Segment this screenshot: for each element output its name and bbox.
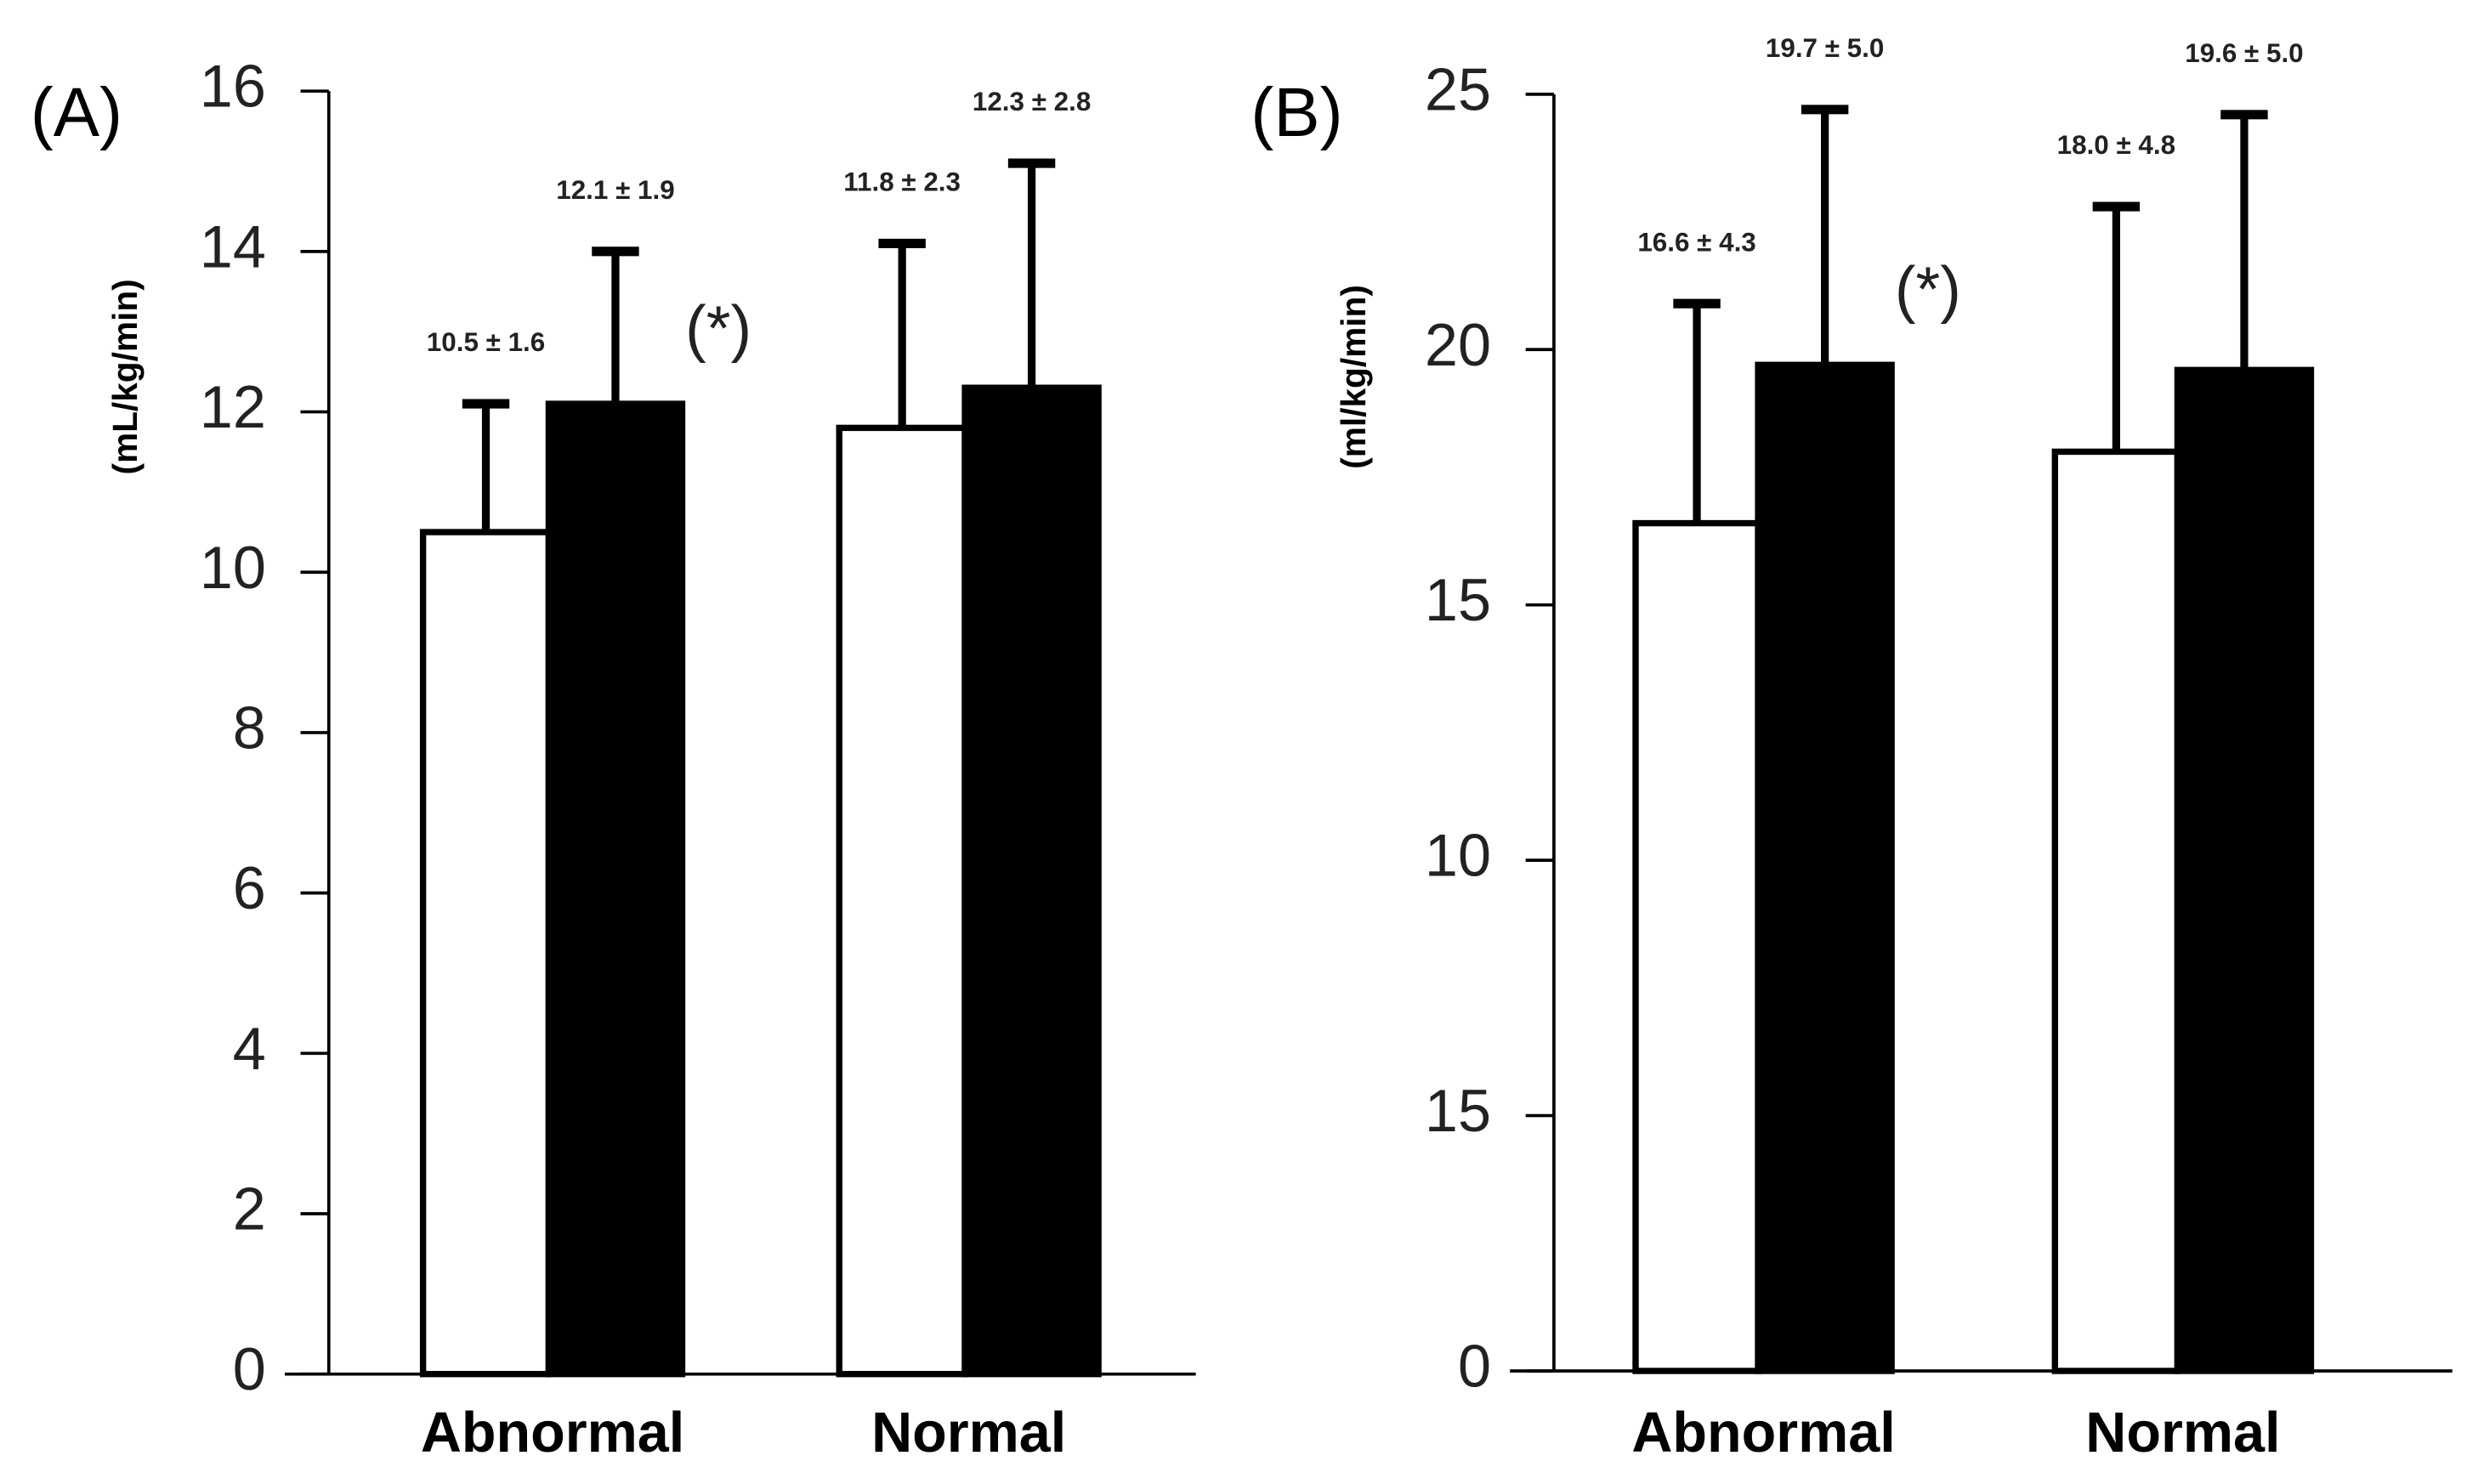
value-label: 12.3 ± 2.8 <box>973 87 1091 116</box>
y-tick-label: 8 <box>233 694 266 761</box>
bar <box>1755 361 1895 1374</box>
value-label: 19.7 ± 5.0 <box>1766 33 1884 63</box>
bar <box>419 529 553 1378</box>
value-label: 12.1 ± 1.9 <box>556 175 674 205</box>
value-label: 11.8 ± 2.3 <box>843 167 961 197</box>
y-tick-label: 10 <box>1425 822 1491 889</box>
value-label: 10.5 ± 1.6 <box>427 327 545 357</box>
y-tick-label: 15 <box>1425 566 1491 633</box>
bar <box>961 384 1102 1378</box>
x-tick-label: Abnormal <box>1631 1402 1895 1464</box>
annotation: (*) <box>685 292 751 363</box>
value-label: 16.6 ± 4.3 <box>1637 227 1755 257</box>
y-tick-label: 25 <box>1425 55 1491 122</box>
y-tick-label: 10 <box>200 534 266 601</box>
y-tick-label: 12 <box>200 373 266 440</box>
y-tick-label: 0 <box>1458 1333 1491 1400</box>
x-tick-label: Normal <box>871 1402 1066 1464</box>
y-tick-label: 15 <box>1425 1077 1491 1144</box>
y-tick-label: 6 <box>233 854 266 921</box>
y-tick-label: 14 <box>200 212 266 280</box>
bar <box>2174 366 2315 1374</box>
annotation: (*) <box>1895 254 1961 325</box>
bar <box>1632 519 1761 1374</box>
panel-label: (A) <box>31 74 122 151</box>
bar <box>545 400 686 1378</box>
value-label: 18.0 ± 4.8 <box>2057 130 2175 160</box>
y-tick-label: 20 <box>1425 311 1491 378</box>
x-tick-label: Abnormal <box>421 1402 684 1464</box>
y-axis-label: (mL/kg/min) <box>105 279 145 474</box>
x-tick-label: Normal <box>2085 1402 2280 1464</box>
bar <box>836 424 968 1378</box>
y-tick-label: 16 <box>200 53 266 120</box>
y-tick-label: 0 <box>233 1335 266 1402</box>
y-axis-label: (ml/kg/min) <box>1334 285 1373 469</box>
panel-label: (B) <box>1251 74 1342 151</box>
y-tick-label: 4 <box>233 1015 266 1082</box>
value-label: 19.6 ± 5.0 <box>2185 38 2303 68</box>
bar <box>2051 448 2181 1374</box>
y-tick-label: 2 <box>233 1175 266 1243</box>
